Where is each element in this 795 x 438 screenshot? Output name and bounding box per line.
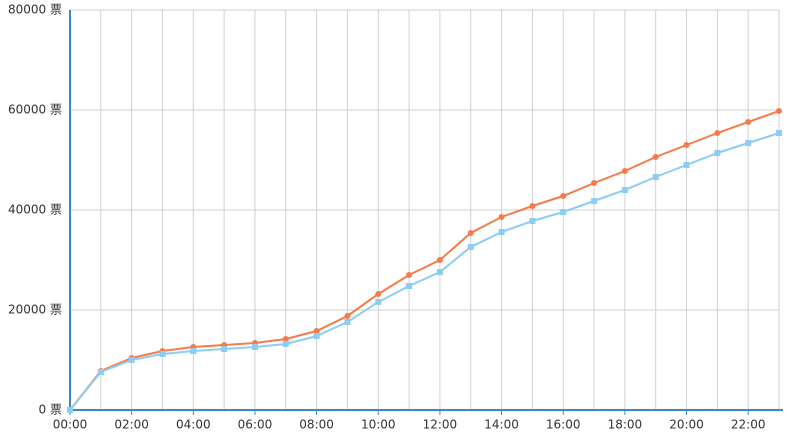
x-tick-label: 04:00 [176, 418, 211, 432]
point [97, 369, 104, 375]
x-tick-label: 18:00 [608, 418, 643, 432]
x-tick-label: 12:00 [423, 418, 458, 432]
point [714, 150, 721, 156]
point [683, 142, 690, 148]
point [714, 130, 721, 136]
point [436, 269, 443, 275]
y-tick-label: 40000 票 [8, 203, 62, 217]
x-tick-label: 16:00 [546, 418, 581, 432]
y-tick-label: 0 票 [39, 403, 62, 417]
point [683, 162, 690, 168]
x-tick-label: 20:00 [669, 418, 704, 432]
point [159, 351, 166, 357]
point [375, 291, 382, 297]
point [375, 299, 382, 305]
point [282, 336, 289, 342]
point [591, 180, 598, 186]
point [467, 244, 474, 250]
point [251, 344, 258, 350]
point [344, 313, 351, 319]
x-tick-label: 14:00 [484, 418, 519, 432]
point [498, 229, 505, 235]
point [313, 333, 320, 339]
point [560, 193, 567, 199]
point [190, 348, 197, 354]
point [282, 341, 289, 347]
x-tick-label: 00:00 [53, 418, 88, 432]
point [529, 218, 536, 224]
point [621, 187, 628, 193]
y-tick-label: 60000 票 [8, 103, 62, 117]
point [344, 319, 351, 325]
series-line [69, 110, 780, 411]
point [652, 174, 659, 180]
point [745, 140, 752, 146]
x-tick-label: 06:00 [238, 418, 273, 432]
y-tick-label: 80000 票 [8, 3, 62, 17]
point [67, 407, 73, 413]
point [652, 154, 659, 160]
point [776, 130, 782, 136]
x-tick-label: 22:00 [731, 418, 766, 432]
series-line [69, 132, 780, 411]
point [313, 328, 320, 334]
point [776, 108, 782, 114]
point [591, 198, 598, 204]
point [128, 357, 135, 363]
point [221, 346, 228, 352]
point [467, 230, 474, 236]
point [745, 119, 752, 125]
y-tick-label: 20000 票 [8, 303, 62, 317]
point [621, 168, 628, 174]
x-tick-label: 08:00 [299, 418, 334, 432]
x-tick-label: 02:00 [114, 418, 149, 432]
point [406, 283, 413, 289]
point [560, 209, 567, 215]
point [529, 203, 536, 209]
x-tick-label: 10:00 [361, 418, 396, 432]
point [406, 272, 413, 278]
point [498, 214, 505, 220]
point [436, 257, 443, 263]
